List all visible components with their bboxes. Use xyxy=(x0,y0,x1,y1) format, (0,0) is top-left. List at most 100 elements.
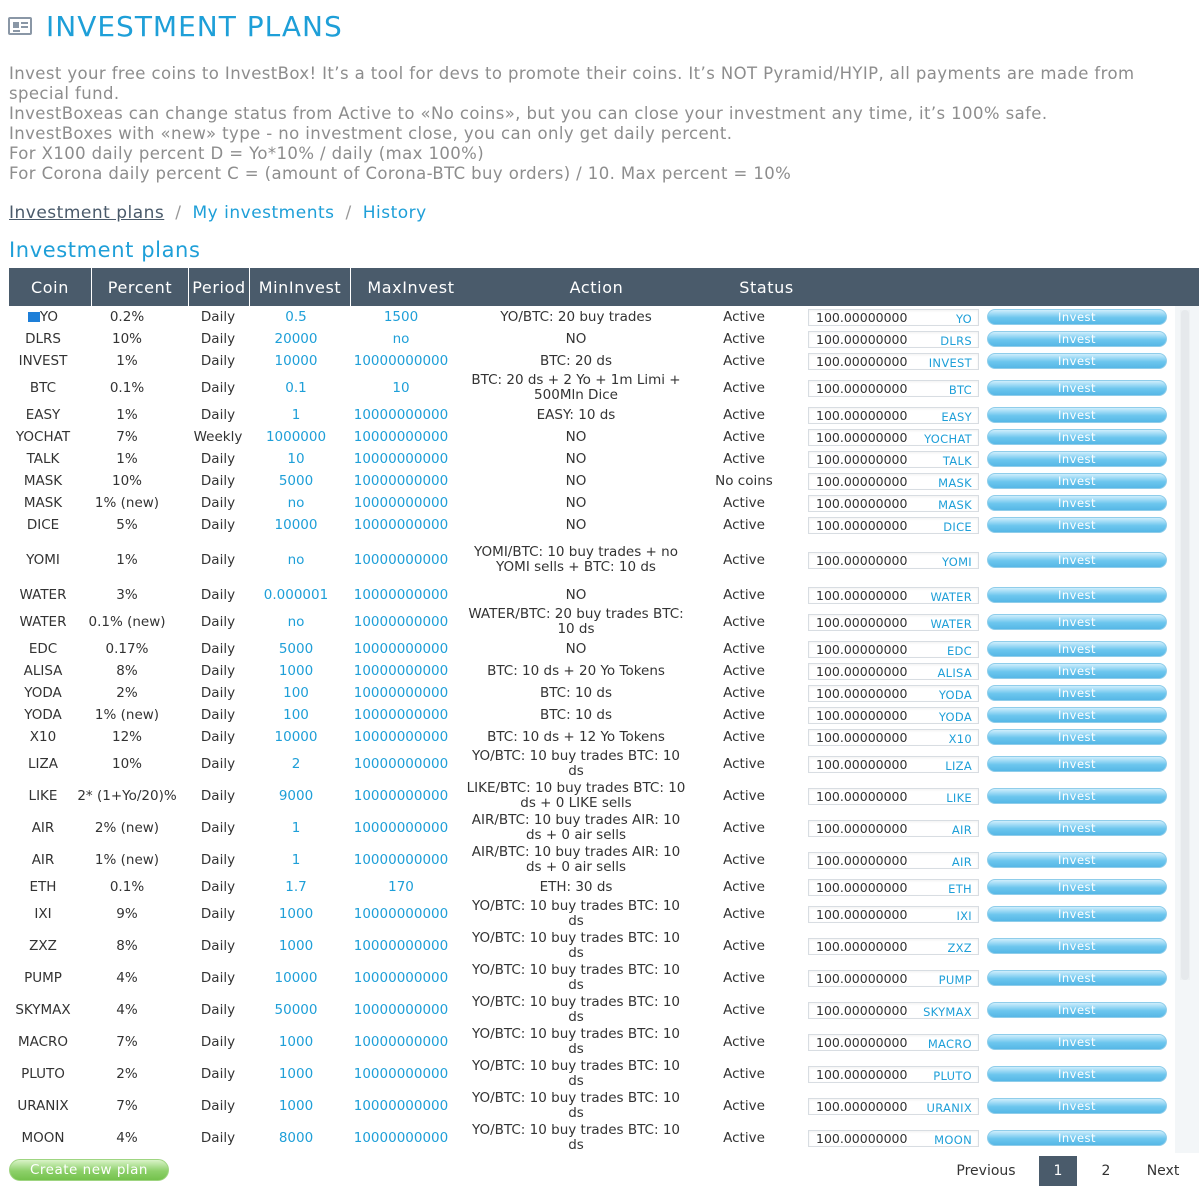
pagination-page-2[interactable]: 2 xyxy=(1101,1163,1111,1179)
percent-cell: 8% xyxy=(116,662,138,679)
invest-button[interactable]: Invest xyxy=(987,707,1167,723)
invest-button[interactable]: Invest xyxy=(987,906,1167,922)
pagination-next[interactable]: Next xyxy=(1146,1163,1180,1179)
invest-amount-input[interactable]: 100.00000000 BTC xyxy=(808,379,979,397)
min-invest-cell: 1 xyxy=(291,406,301,423)
invest-cell: Invest xyxy=(986,748,1168,780)
period-cell: Daily xyxy=(200,878,236,895)
status-cell: Active xyxy=(723,450,765,467)
min-invest-cell: 20000 xyxy=(274,330,318,347)
invest-button[interactable]: Invest xyxy=(987,451,1167,467)
invest-button[interactable]: Invest xyxy=(987,852,1167,868)
invest-amount-input[interactable]: 100.00000000 X10 xyxy=(808,728,979,746)
invest-button[interactable]: Invest xyxy=(987,495,1167,511)
invest-amount-input[interactable]: 100.00000000 MASK xyxy=(808,494,979,512)
period-cell: Daily xyxy=(200,969,236,986)
invest-amount-input[interactable]: 100.00000000 URANIX xyxy=(808,1097,979,1115)
invest-amount-input[interactable]: 100.00000000 ZXZ xyxy=(808,937,979,955)
invest-amount-input[interactable]: 100.00000000 DICE xyxy=(808,516,979,534)
invest-amount-input[interactable]: 100.00000000 PLUTO xyxy=(808,1065,979,1083)
coin-symbol: ETH xyxy=(948,881,972,896)
invest-button[interactable]: Invest xyxy=(987,552,1167,568)
invest-button[interactable]: Invest xyxy=(987,353,1167,369)
invest-amount-input[interactable]: 100.00000000 WATER xyxy=(808,586,979,604)
invest-button[interactable]: Invest xyxy=(987,970,1167,986)
invest-amount-input[interactable]: 100.00000000 ALISA xyxy=(808,662,979,680)
breadcrumb-my-investments[interactable]: My investments xyxy=(192,203,335,223)
invest-button[interactable]: Invest xyxy=(987,1002,1167,1018)
action-cell: BTC: 10 ds xyxy=(539,706,613,723)
invest-button[interactable]: Invest xyxy=(987,407,1167,423)
invest-amount-input[interactable]: 100.00000000 IXI xyxy=(808,905,979,923)
invest-amount-input[interactable]: 100.00000000 LIKE xyxy=(808,787,979,805)
invest-button[interactable]: Invest xyxy=(987,473,1167,489)
period-cell: Daily xyxy=(200,684,236,701)
invest-amount-input[interactable]: 100.00000000 EASY xyxy=(808,406,979,424)
page-header: INVESTMENT PLANS xyxy=(8,8,343,44)
invest-amount-input[interactable]: 100.00000000 PUMP xyxy=(808,969,979,987)
invest-button[interactable]: Invest xyxy=(987,1034,1167,1050)
invest-amount-input[interactable]: 100.00000000 WATER xyxy=(808,613,979,631)
coin-symbol: AIR xyxy=(951,854,972,869)
invest-amount-input[interactable]: 100.00000000 EDC xyxy=(808,640,979,658)
invest-button[interactable]: Invest xyxy=(987,938,1167,954)
breadcrumb-investment-plans[interactable]: Investment plans xyxy=(9,203,165,223)
invest-button[interactable]: Invest xyxy=(987,614,1167,630)
table-row: MASK 10% Daily 5000 10000000000 NO No coins 100… xyxy=(9,470,1175,493)
invest-cell: Invest xyxy=(986,726,1168,748)
invest-amount-input[interactable]: 100.00000000 ETH xyxy=(808,878,979,896)
invest-amount-input[interactable]: 100.00000000 LIZA xyxy=(808,755,979,773)
column-header-coin: Coin xyxy=(31,278,69,297)
invest-amount-input[interactable]: 100.00000000 MASK xyxy=(808,472,979,490)
invest-button[interactable]: Invest xyxy=(987,641,1167,657)
action-cell: YO/BTC: 10 buy trades BTC: 10 ds xyxy=(471,930,681,961)
coin-symbol: URANIX xyxy=(926,1100,972,1115)
invest-amount-input[interactable]: 100.00000000 TALK xyxy=(808,450,979,468)
invest-button[interactable]: Invest xyxy=(987,879,1167,895)
max-invest-cell: 10000000000 xyxy=(353,1129,449,1146)
column-divider xyxy=(249,268,250,306)
coin-symbol: LIKE xyxy=(946,790,972,805)
invest-button[interactable]: Invest xyxy=(987,587,1167,603)
action-cell: YO/BTC: 10 buy trades BTC: 10 ds xyxy=(471,994,681,1025)
invest-button[interactable]: Invest xyxy=(987,309,1167,325)
invest-amount-input[interactable]: 100.00000000 YODA xyxy=(808,706,979,724)
invest-button[interactable]: Invest xyxy=(987,685,1167,701)
invest-amount-input[interactable]: 100.00000000 SKYMAX xyxy=(808,1001,979,1019)
breadcrumb-history[interactable]: History xyxy=(362,203,427,223)
invest-amount-input[interactable]: 100.00000000 YO xyxy=(808,308,979,326)
invest-button[interactable]: Invest xyxy=(987,820,1167,836)
invest-button[interactable]: Invest xyxy=(987,331,1167,347)
invest-amount-input[interactable]: 100.00000000 YOCHAT xyxy=(808,428,979,446)
invest-amount-input[interactable]: 100.00000000 MACRO xyxy=(808,1033,979,1051)
min-invest-cell: 1000 xyxy=(278,662,314,679)
invest-button[interactable]: Invest xyxy=(987,756,1167,772)
scrollbar-thumb[interactable] xyxy=(1181,310,1189,980)
invest-button[interactable]: Invest xyxy=(987,1066,1167,1082)
pagination-previous[interactable]: Previous xyxy=(956,1163,1016,1179)
row-selection-marker[interactable] xyxy=(27,312,40,322)
invest-button[interactable]: Invest xyxy=(987,1130,1167,1146)
period-cell: Daily xyxy=(200,352,236,369)
create-new-plan-button[interactable]: Create new plan xyxy=(9,1159,169,1181)
invest-button[interactable]: Invest xyxy=(987,788,1167,804)
plans-table: Coin Percent Period MinInvest MaxInvest … xyxy=(9,268,1199,1153)
invest-button[interactable]: Invest xyxy=(987,729,1167,745)
invest-amount-input[interactable]: 100.00000000 MOON xyxy=(808,1129,979,1147)
invest-button[interactable]: Invest xyxy=(987,1098,1167,1114)
action-cell: NO xyxy=(565,640,587,657)
coin-symbol: IXI xyxy=(956,908,972,923)
table-scrollbar[interactable] xyxy=(1180,310,1190,980)
invest-amount-input[interactable]: 100.00000000 DLRS xyxy=(808,330,979,348)
invest-amount-input[interactable]: 100.00000000 YODA xyxy=(808,684,979,702)
invest-amount-input[interactable]: 100.00000000 INVEST xyxy=(808,352,979,370)
invest-button[interactable]: Invest xyxy=(987,380,1167,396)
invest-button[interactable]: Invest xyxy=(987,663,1167,679)
invest-amount-input[interactable]: 100.00000000 YOMI xyxy=(808,551,979,569)
invest-button[interactable]: Invest xyxy=(987,429,1167,445)
invest-amount-input[interactable]: 100.00000000 AIR xyxy=(808,851,979,869)
pagination-page-1[interactable]: 1 xyxy=(1039,1156,1077,1186)
invest-button[interactable]: Invest xyxy=(987,517,1167,533)
invest-amount-input[interactable]: 100.00000000 AIR xyxy=(808,819,979,837)
intro-line: InvestBoxes with «new» type - no investm… xyxy=(9,124,733,143)
